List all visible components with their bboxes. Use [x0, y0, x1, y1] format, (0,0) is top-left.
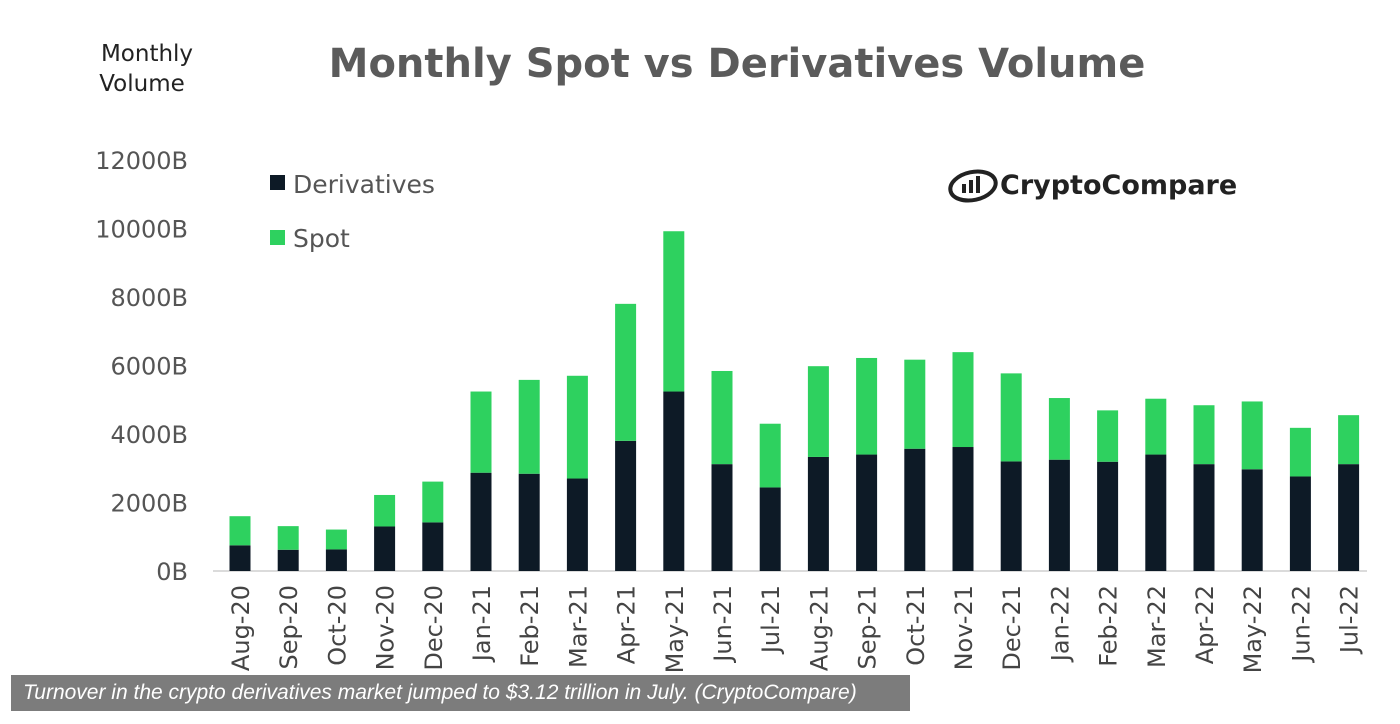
x-tick-label: Jan-22 — [1046, 585, 1074, 663]
bar-spot-apr-22 — [1193, 405, 1215, 465]
bar-spot-mar-21 — [566, 375, 588, 479]
x-tick-label: Sep-21 — [854, 585, 882, 669]
x-tick-label: Aug-20 — [227, 585, 255, 671]
bar-derivatives-apr-22 — [1193, 464, 1215, 571]
bar-derivatives-jul-21 — [759, 487, 781, 571]
bar-spot-nov-20 — [374, 494, 396, 527]
bar-derivatives-aug-21 — [807, 456, 829, 571]
bar-spot-feb-22 — [1097, 410, 1119, 462]
bar-spot-feb-21 — [518, 379, 540, 474]
x-tick-label: Dec-21 — [998, 585, 1026, 671]
bar-spot-jul-21 — [759, 423, 781, 488]
legend-swatch-derivatives — [270, 175, 285, 190]
bar-spot-oct-21 — [904, 359, 926, 449]
x-tick-label: Jul-22 — [1336, 585, 1364, 655]
brand-name: CryptoCompare — [1000, 170, 1237, 201]
x-tick-label: Apr-22 — [1191, 585, 1219, 664]
x-tick-label: Mar-22 — [1143, 585, 1171, 668]
y-tick-label: 2000B — [110, 490, 188, 518]
bar-spot-jul-22 — [1338, 415, 1360, 465]
x-tick-label: Nov-21 — [950, 585, 978, 670]
bar-derivatives-feb-21 — [518, 473, 540, 571]
bar-derivatives-nov-20 — [374, 526, 396, 571]
x-tick-label: Jun-21 — [709, 585, 737, 664]
bar-derivatives-mar-21 — [566, 478, 588, 571]
x-tick-label: Oct-21 — [902, 585, 930, 666]
bar-spot-jun-21 — [711, 370, 733, 465]
y-tick-label: 4000B — [110, 421, 188, 449]
bar-derivatives-apr-21 — [615, 440, 637, 571]
y-axis-label-line-1: Monthly — [101, 41, 193, 67]
bar-spot-nov-21 — [952, 352, 974, 448]
bar-spot-oct-20 — [325, 529, 347, 550]
bar-derivatives-dec-21 — [1000, 461, 1022, 571]
bar-derivatives-jan-21 — [470, 472, 492, 571]
bar-spot-jun-22 — [1289, 427, 1311, 477]
bar-spot-jan-22 — [1048, 398, 1070, 460]
y-tick-label: 0B — [156, 558, 188, 586]
bars — [229, 231, 1360, 571]
bar-spot-aug-21 — [807, 366, 829, 457]
caption-overlay: Turnover in the crypto derivatives marke… — [11, 675, 910, 711]
y-axis-label-line-2: Volume — [99, 71, 185, 97]
legend: Derivatives Spot — [270, 170, 435, 253]
bar-spot-dec-20 — [422, 481, 444, 523]
x-tick-label: Feb-22 — [1095, 585, 1123, 667]
y-tick-label: 10000B — [95, 216, 188, 244]
x-tick-label: Jul-21 — [757, 585, 785, 655]
x-tick-label: Aug-21 — [805, 585, 833, 671]
bar-derivatives-sep-21 — [856, 454, 878, 571]
x-tick-label: Nov-20 — [372, 585, 400, 670]
bar-derivatives-aug-20 — [229, 545, 251, 571]
y-axis-label: Monthly Volume — [99, 41, 193, 97]
legend-swatch-spot — [270, 230, 285, 245]
bar-spot-sep-21 — [856, 357, 878, 455]
x-tick-label: May-22 — [1239, 585, 1267, 673]
bar-spot-dec-21 — [1000, 373, 1022, 462]
y-axis: 0B 2000B 4000B 6000B 8000B 10000B 12000B — [95, 147, 188, 586]
bar-derivatives-jul-22 — [1338, 464, 1360, 571]
x-tick-label: Mar-21 — [564, 585, 592, 668]
x-tick-label: Apr-21 — [613, 585, 641, 664]
bar-derivatives-nov-21 — [952, 447, 974, 571]
bar-derivatives-oct-21 — [904, 448, 926, 571]
bar-derivatives-may-21 — [663, 391, 685, 571]
bar-spot-aug-20 — [229, 516, 251, 546]
bar-derivatives-oct-20 — [325, 549, 347, 571]
x-tick-label: Jun-22 — [1287, 585, 1315, 664]
x-tick-label: Feb-21 — [516, 585, 544, 667]
y-tick-label: 8000B — [110, 284, 188, 312]
x-tick-label: Oct-20 — [323, 585, 351, 666]
bar-derivatives-mar-22 — [1145, 454, 1167, 571]
y-tick-label: 6000B — [110, 353, 188, 381]
bar-derivatives-sep-20 — [277, 549, 299, 571]
bar-spot-apr-21 — [615, 303, 637, 441]
bar-derivatives-jun-22 — [1289, 476, 1311, 571]
bar-derivatives-jan-22 — [1048, 459, 1070, 571]
cryptocompare-logo-icon — [948, 169, 998, 203]
x-axis: Aug-20 Sep-20 Oct-20 Nov-20 Dec-20 Jan-21 Feb-… — [227, 585, 1364, 673]
bar-spot-may-21 — [663, 231, 685, 392]
bar-derivatives-may-22 — [1241, 469, 1263, 571]
x-tick-label: May-21 — [661, 585, 689, 673]
legend-label-derivatives: Derivatives — [293, 170, 435, 199]
chart-title: Monthly Spot vs Derivatives Volume — [329, 41, 1146, 87]
bar-spot-jan-21 — [470, 391, 492, 473]
brand-logo: CryptoCompare — [948, 169, 1237, 203]
x-tick-label: Dec-20 — [420, 585, 448, 671]
bar-spot-sep-20 — [277, 526, 299, 550]
x-tick-label: Jan-21 — [468, 585, 496, 663]
bar-spot-mar-22 — [1145, 398, 1167, 455]
legend-label-spot: Spot — [293, 224, 350, 253]
x-tick-label: Sep-20 — [275, 585, 303, 669]
y-tick-label: 12000B — [95, 147, 188, 175]
bar-derivatives-dec-20 — [422, 522, 444, 571]
bar-derivatives-feb-22 — [1097, 461, 1119, 571]
bar-spot-may-22 — [1241, 401, 1263, 470]
bar-derivatives-jun-21 — [711, 464, 733, 571]
